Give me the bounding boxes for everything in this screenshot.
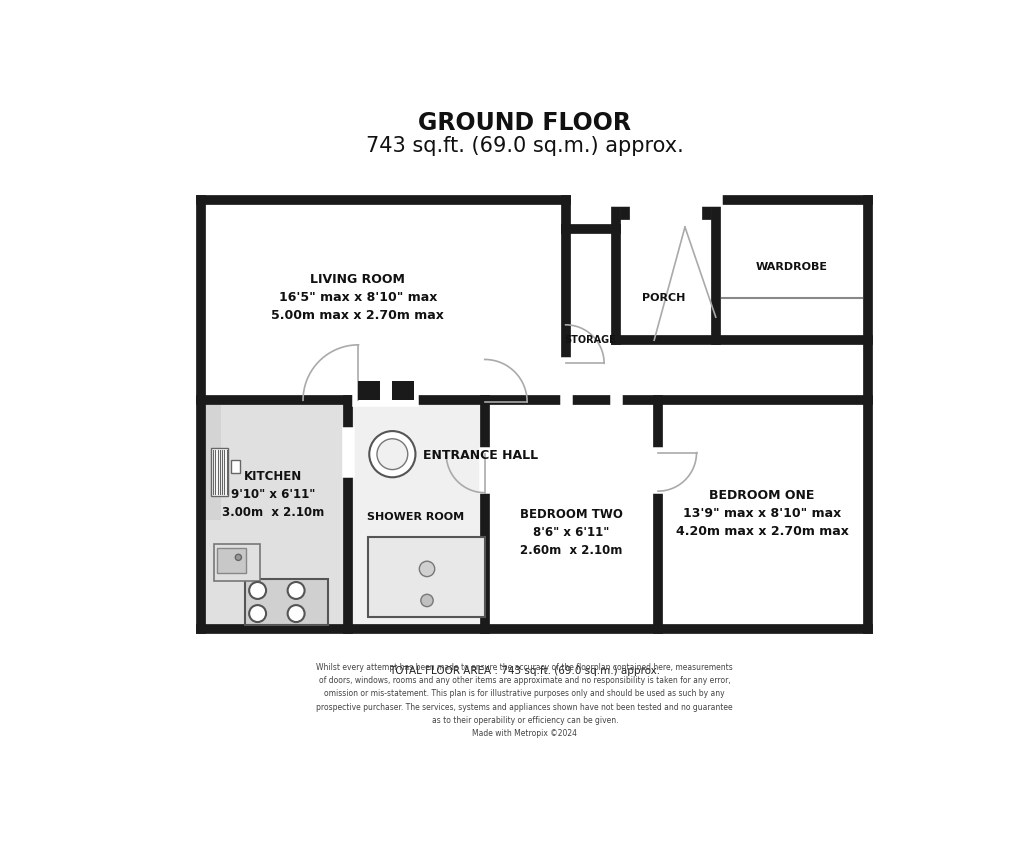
- Text: LIVING ROOM
16'5" max x 8'10" max
5.00m max x 2.70m max: LIVING ROOM 16'5" max x 8'10" max 5.00m …: [271, 273, 444, 322]
- Bar: [368, 536, 484, 618]
- Bar: [211, 448, 228, 496]
- Circle shape: [370, 431, 416, 477]
- Circle shape: [288, 582, 304, 599]
- Bar: [202, 201, 565, 400]
- Text: GROUND FLOOR: GROUND FLOOR: [418, 111, 632, 135]
- Text: BEDROOM ONE
13'9" max x 8'10" max
4.20m max x 2.70m max: BEDROOM ONE 13'9" max x 8'10" max 4.20m …: [676, 489, 849, 538]
- Text: TOTAL FLOOR AREA : 743 sq.ft. (69.0 sq.m.) approx.: TOTAL FLOOR AREA : 743 sq.ft. (69.0 sq.m…: [389, 667, 660, 676]
- Circle shape: [377, 439, 408, 470]
- Circle shape: [419, 561, 435, 577]
- Text: ENTRANCE HALL: ENTRANCE HALL: [423, 449, 539, 462]
- Bar: [202, 400, 220, 519]
- Text: WARDROBE: WARDROBE: [756, 262, 827, 272]
- Bar: [202, 400, 868, 629]
- Text: STORAGE: STORAGE: [564, 335, 616, 345]
- Circle shape: [288, 605, 304, 622]
- Text: SHOWER ROOM: SHOWER ROOM: [367, 513, 464, 522]
- Bar: [230, 459, 240, 474]
- Text: Whilst every attempt has been made to ensure the accuracy of the floorplan conta: Whilst every attempt has been made to en…: [316, 663, 733, 738]
- Bar: [392, 381, 414, 400]
- Bar: [348, 400, 484, 629]
- Circle shape: [236, 554, 242, 560]
- Bar: [565, 228, 615, 400]
- Circle shape: [421, 595, 433, 607]
- Text: 743 sq.ft. (69.0 sq.m.) approx.: 743 sq.ft. (69.0 sq.m.) approx.: [366, 136, 684, 157]
- Bar: [214, 544, 260, 581]
- Circle shape: [249, 582, 266, 599]
- Bar: [217, 548, 246, 573]
- Bar: [358, 381, 380, 400]
- Text: PORCH: PORCH: [642, 293, 686, 303]
- Bar: [615, 201, 868, 400]
- Text: KITCHEN
9'10" x 6'11"
3.00m  x 2.10m: KITCHEN 9'10" x 6'11" 3.00m x 2.10m: [222, 470, 325, 519]
- Text: BEDROOM TWO
8'6" x 6'11"
2.60m  x 2.10m: BEDROOM TWO 8'6" x 6'11" 2.60m x 2.10m: [519, 508, 623, 558]
- Bar: [202, 400, 348, 629]
- Bar: [245, 579, 328, 625]
- Circle shape: [249, 605, 266, 622]
